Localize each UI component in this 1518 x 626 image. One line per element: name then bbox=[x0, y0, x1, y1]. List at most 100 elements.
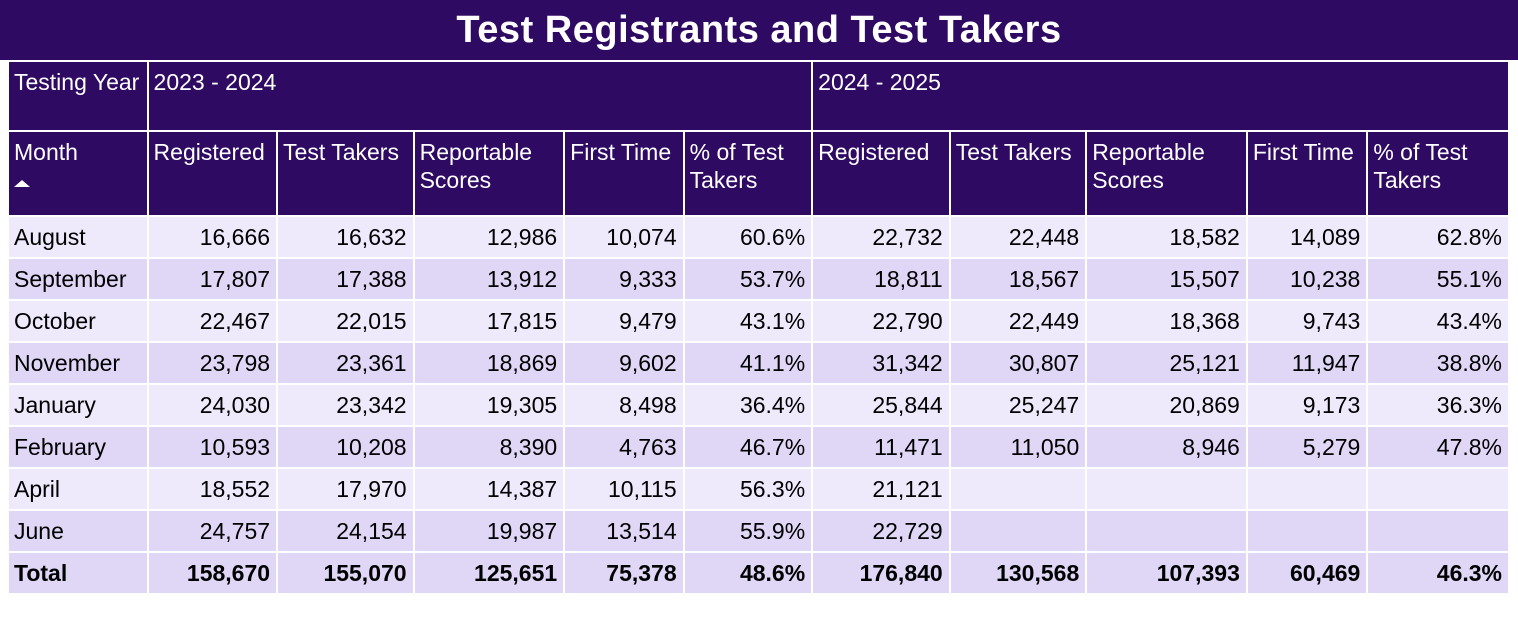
value-cell: 46.3% bbox=[1368, 553, 1508, 593]
value-cell: 48.6% bbox=[684, 553, 812, 593]
value-cell: 23,361 bbox=[278, 343, 413, 383]
month-cell: September bbox=[9, 259, 147, 299]
month-cell: February bbox=[9, 427, 147, 467]
month-cell: October bbox=[9, 301, 147, 341]
column-header[interactable]: Registered bbox=[813, 132, 949, 215]
column-header[interactable]: Reportable Scores bbox=[1087, 132, 1246, 215]
value-cell: 60,469 bbox=[1247, 553, 1367, 593]
value-cell bbox=[1368, 469, 1508, 509]
value-cell: 41.1% bbox=[684, 343, 812, 383]
table-row: September 17,807 17,388 13,912 9,333 53.7% 18,… bbox=[9, 259, 1508, 299]
value-cell: 47.8% bbox=[1368, 427, 1508, 467]
value-cell: 16,666 bbox=[148, 217, 277, 257]
column-header[interactable]: Test Takers bbox=[278, 132, 413, 215]
value-cell: 5,279 bbox=[1247, 427, 1367, 467]
value-cell: 8,946 bbox=[1087, 427, 1246, 467]
column-header[interactable]: % of Test Takers bbox=[1368, 132, 1508, 215]
month-cell: January bbox=[9, 385, 147, 425]
column-header[interactable]: % of Test Takers bbox=[684, 132, 812, 215]
value-cell: 8,498 bbox=[565, 385, 683, 425]
value-cell: 9,743 bbox=[1247, 301, 1367, 341]
value-cell: 30,807 bbox=[950, 343, 1086, 383]
value-cell: 21,121 bbox=[813, 469, 949, 509]
value-cell: 18,582 bbox=[1087, 217, 1246, 257]
value-cell: 15,507 bbox=[1087, 259, 1246, 299]
table-row: August 16,666 16,632 12,986 10,074 60.6% 22,73… bbox=[9, 217, 1508, 257]
value-cell: 20,869 bbox=[1087, 385, 1246, 425]
testing-year-header: Testing Year bbox=[9, 62, 147, 130]
value-cell: 24,030 bbox=[148, 385, 277, 425]
total-row: Total 158,670 155,070 125,651 75,378 48.6% 176… bbox=[9, 553, 1508, 593]
value-cell: 9,173 bbox=[1247, 385, 1367, 425]
value-cell: 55.1% bbox=[1368, 259, 1508, 299]
column-header[interactable]: First Time bbox=[565, 132, 683, 215]
value-cell: 17,388 bbox=[278, 259, 413, 299]
value-cell bbox=[950, 511, 1086, 551]
value-cell: 18,552 bbox=[148, 469, 277, 509]
value-cell: 18,811 bbox=[813, 259, 949, 299]
value-cell: 10,074 bbox=[565, 217, 683, 257]
table-row: January 24,030 23,342 19,305 8,498 36.4% 25,84… bbox=[9, 385, 1508, 425]
value-cell: 75,378 bbox=[565, 553, 683, 593]
value-cell: 19,987 bbox=[414, 511, 564, 551]
value-cell: 22,732 bbox=[813, 217, 949, 257]
value-cell: 43.1% bbox=[684, 301, 812, 341]
value-cell: 8,390 bbox=[414, 427, 564, 467]
column-header[interactable]: Test Takers bbox=[950, 132, 1086, 215]
value-cell: 55.9% bbox=[684, 511, 812, 551]
column-header[interactable]: Registered bbox=[148, 132, 277, 215]
value-cell: 24,757 bbox=[148, 511, 277, 551]
value-cell: 24,154 bbox=[278, 511, 413, 551]
value-cell bbox=[1368, 511, 1508, 551]
value-cell: 125,651 bbox=[414, 553, 564, 593]
table-row: April 18,552 17,970 14,387 10,115 56.3% 21,121 bbox=[9, 469, 1508, 509]
sort-ascending-icon[interactable] bbox=[14, 180, 30, 187]
value-cell: 36.3% bbox=[1368, 385, 1508, 425]
value-cell: 11,471 bbox=[813, 427, 949, 467]
table-row: February 10,593 10,208 8,390 4,763 46.7% 11,47… bbox=[9, 427, 1508, 467]
value-cell: 56.3% bbox=[684, 469, 812, 509]
value-cell bbox=[1247, 511, 1367, 551]
page-title: Test Registrants and Test Takers bbox=[0, 0, 1518, 60]
value-cell bbox=[1087, 469, 1246, 509]
value-cell: 22,729 bbox=[813, 511, 949, 551]
month-cell: November bbox=[9, 343, 147, 383]
table-row: June 24,757 24,154 19,987 13,514 55.9% 22,729 bbox=[9, 511, 1508, 551]
value-cell: 14,089 bbox=[1247, 217, 1367, 257]
value-cell: 107,393 bbox=[1087, 553, 1246, 593]
value-cell: 22,790 bbox=[813, 301, 949, 341]
value-cell: 43.4% bbox=[1368, 301, 1508, 341]
total-label: Total bbox=[9, 553, 147, 593]
value-cell: 18,869 bbox=[414, 343, 564, 383]
value-cell: 13,912 bbox=[414, 259, 564, 299]
month-column-header[interactable]: Month bbox=[9, 132, 147, 215]
value-cell: 17,807 bbox=[148, 259, 277, 299]
value-cell: 11,947 bbox=[1247, 343, 1367, 383]
value-cell: 22,448 bbox=[950, 217, 1086, 257]
value-cell: 17,815 bbox=[414, 301, 564, 341]
value-cell: 13,514 bbox=[565, 511, 683, 551]
value-cell: 18,567 bbox=[950, 259, 1086, 299]
value-cell: 25,844 bbox=[813, 385, 949, 425]
month-cell: April bbox=[9, 469, 147, 509]
value-cell: 12,986 bbox=[414, 217, 564, 257]
value-cell: 10,593 bbox=[148, 427, 277, 467]
year-group-header: 2024 - 2025 bbox=[813, 62, 1508, 130]
value-cell: 36.4% bbox=[684, 385, 812, 425]
value-cell: 4,763 bbox=[565, 427, 683, 467]
value-cell: 22,467 bbox=[148, 301, 277, 341]
value-cell: 19,305 bbox=[414, 385, 564, 425]
value-cell: 31,342 bbox=[813, 343, 949, 383]
table-row: October 22,467 22,015 17,815 9,479 43.1% 22,79… bbox=[9, 301, 1508, 341]
month-header-label: Month bbox=[14, 139, 78, 165]
value-cell: 23,798 bbox=[148, 343, 277, 383]
value-cell: 14,387 bbox=[414, 469, 564, 509]
value-cell: 130,568 bbox=[950, 553, 1086, 593]
column-header[interactable]: Reportable Scores bbox=[414, 132, 564, 215]
value-cell: 17,970 bbox=[278, 469, 413, 509]
value-cell: 155,070 bbox=[278, 553, 413, 593]
value-cell: 11,050 bbox=[950, 427, 1086, 467]
column-header[interactable]: First Time bbox=[1247, 132, 1367, 215]
value-cell: 46.7% bbox=[684, 427, 812, 467]
value-cell bbox=[1087, 511, 1246, 551]
